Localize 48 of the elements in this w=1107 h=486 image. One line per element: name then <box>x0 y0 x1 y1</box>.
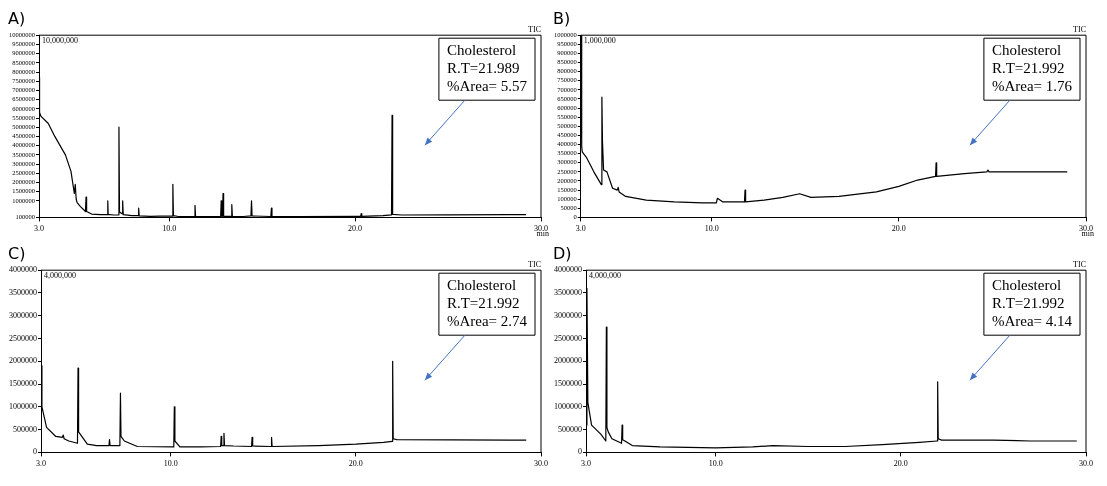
y-tick-label: 1000000 <box>554 401 582 411</box>
x-tick-label: 10.0 <box>704 224 719 234</box>
x-tick-label: 30.0 <box>534 459 548 469</box>
y-tick-label: 0 <box>578 447 582 457</box>
y-tick-label: 0 <box>33 447 37 457</box>
y-tick-label: 2500000 <box>9 333 37 343</box>
y-tick-label: 2000000 <box>9 356 37 366</box>
chart-title: C) <box>8 243 26 263</box>
annotation: Cholesterol R.T=21.989 %Area= 5.57 <box>446 41 528 94</box>
annotation: 1,000,000 <box>583 36 616 46</box>
x-tick-label: 10.0 <box>163 459 178 469</box>
text: TIC <box>528 25 541 35</box>
y-tick-label: 1500000 <box>554 379 582 389</box>
text: TIC <box>528 260 541 270</box>
y-tick-label: 3500000 <box>9 288 37 298</box>
y-tick-label: 500000 <box>558 424 582 434</box>
chart-title: A) <box>8 8 26 28</box>
text: TIC <box>1073 25 1086 35</box>
y-tick-label: 1500000 <box>9 379 37 389</box>
x-tick-label: 10.0 <box>708 459 723 469</box>
chart-title: B) <box>553 8 571 28</box>
annotation: 4,000,000 <box>44 271 76 281</box>
y-tick-label: 2500000 <box>554 333 582 343</box>
x-tick-label: 3.0 <box>575 224 586 234</box>
annotation: 10,000,000 <box>42 36 78 46</box>
annotation: Cholesterol R.T=21.992 %Area= 2.74 <box>446 276 528 329</box>
x-tick-label: 3.0 <box>36 459 46 469</box>
y-tick-label: 3000000 <box>554 310 582 320</box>
text: TIC <box>1073 260 1086 270</box>
x-tick-label: 20.0 <box>893 459 908 469</box>
x-tick-label: 20.0 <box>348 459 363 469</box>
y-tick-label: 2000000 <box>554 356 582 366</box>
y-tick-label: 4000000 <box>9 265 37 275</box>
chart-title: D) <box>553 243 572 263</box>
x-tick-label: 3.0 <box>581 459 591 469</box>
y-tick-label: 4000000 <box>554 265 582 275</box>
y-tick-label: 500000 <box>13 424 37 434</box>
x-tick-label: 20.0 <box>348 224 363 234</box>
annotation: 4,000,000 <box>589 271 621 281</box>
y-tick-label: 1000000 <box>9 401 37 411</box>
annotation: Cholesterol R.T=21.992 %Area= 4.14 <box>991 276 1073 329</box>
x-tick-label: 30.0 <box>1079 459 1093 469</box>
y-tick-label: 3500000 <box>554 288 582 298</box>
x-tick-label: 3.0 <box>34 224 44 234</box>
y-tick-label: 3000000 <box>9 310 37 320</box>
x-tick-label: 10.0 <box>162 224 177 234</box>
annotation: Cholesterol R.T=21.992 %Area= 1.76 <box>991 41 1073 94</box>
x-tick-label: 20.0 <box>891 224 906 234</box>
